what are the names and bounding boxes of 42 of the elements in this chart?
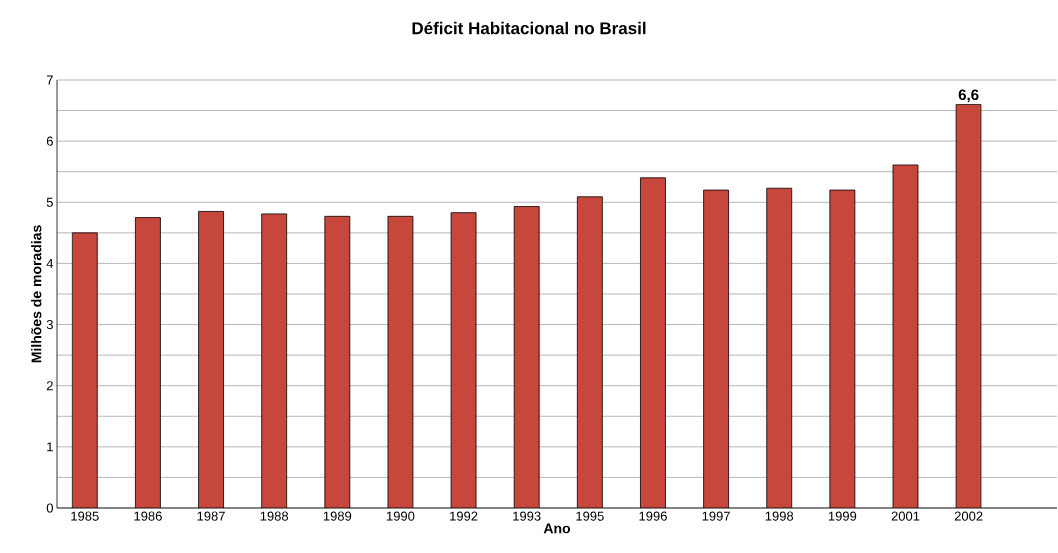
y-tick-label: 4 (46, 258, 54, 268)
x-tick-label: 1989 (323, 511, 352, 521)
bar (387, 216, 413, 508)
bar (640, 177, 666, 508)
bar (514, 206, 540, 508)
x-tick-label: 1987 (197, 511, 225, 521)
y-tick-label: 1 (47, 442, 53, 452)
y-tick-label: 0 (46, 503, 53, 513)
x-tick-label: 1986 (134, 511, 162, 521)
bar (577, 196, 603, 508)
x-tick-label: 1993 (513, 511, 541, 521)
y-axis-title: Milhões de moradias (31, 225, 42, 363)
y-tick-label: 3 (46, 319, 53, 330)
x-axis-title: Ano (543, 523, 571, 534)
chart-title: Déficit Habitacional no Brasil (412, 21, 646, 35)
bar (324, 216, 350, 508)
y-tick-label: 7 (46, 75, 53, 85)
y-tick-label: 2 (46, 381, 53, 391)
bar (198, 211, 224, 508)
x-tick-label: 1985 (71, 511, 99, 521)
bar (829, 190, 855, 508)
bar (955, 104, 982, 508)
x-tick-label: 1992 (450, 511, 478, 521)
bar (703, 190, 729, 508)
x-tick-label: 1990 (386, 511, 415, 521)
x-tick-label: 1995 (576, 511, 604, 521)
x-tick-label: 2002 (954, 511, 983, 521)
x-tick-label: 1996 (639, 511, 667, 521)
bar (892, 164, 918, 508)
bar (766, 188, 792, 508)
x-tick-label: 2001 (891, 511, 920, 521)
bar (451, 212, 477, 508)
x-tick-label: 1988 (260, 511, 289, 521)
x-tick-label: 1999 (828, 511, 857, 521)
bar (72, 232, 98, 508)
x-tick-label: 1997 (702, 511, 730, 521)
data-label: 6,6 (958, 89, 979, 103)
y-tick-label: 5 (46, 197, 53, 207)
bar (135, 217, 161, 508)
y-tick-label: 6 (46, 136, 53, 146)
bar (261, 213, 287, 508)
x-tick-label: 1998 (765, 511, 794, 521)
